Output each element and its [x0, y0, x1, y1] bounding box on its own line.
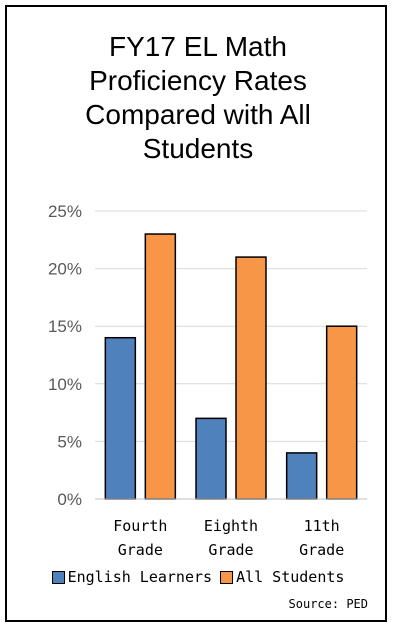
- title-line-3: Compared with All: [85, 99, 311, 130]
- chart-title: FY17 EL Math Proficiency Rates Compared …: [7, 30, 389, 166]
- bar: [325, 325, 358, 500]
- title-line-4: Students: [142, 133, 254, 164]
- title-line-2: Proficiency Rates: [89, 65, 307, 96]
- y-tick-label: 25%: [48, 202, 82, 221]
- legend-swatch-all-students: [220, 570, 234, 584]
- bar: [235, 256, 267, 500]
- y-tick-label: 0%: [57, 490, 82, 509]
- chart-legend: English Learners All Students: [0, 568, 396, 586]
- bar: [144, 233, 177, 500]
- y-tick-label: 5%: [57, 432, 82, 451]
- x-tick-label: Eighth: [204, 517, 258, 535]
- x-tick-label: Grade: [118, 541, 163, 559]
- bar: [104, 336, 137, 500]
- bar: [285, 452, 318, 500]
- title-line-1: FY17 EL Math: [109, 31, 287, 62]
- x-tick-label: Fourth: [113, 517, 167, 535]
- legend-label-english-learners: English Learners: [67, 568, 213, 586]
- y-tick-label: 10%: [48, 375, 82, 394]
- legend-swatch-english-learners: [51, 570, 65, 584]
- x-tick-label: Grade: [299, 541, 344, 559]
- source-note: Source: PED: [288, 597, 368, 611]
- legend-item-english-learners: English Learners: [51, 568, 213, 586]
- legend-item-all-students: All Students: [220, 568, 344, 586]
- y-tick-label: 15%: [48, 317, 82, 336]
- y-tick-label: 20%: [48, 260, 82, 279]
- chart-frame: [5, 5, 387, 622]
- x-tick-label: Grade: [208, 541, 253, 559]
- x-tick-label: 11th: [304, 517, 340, 535]
- bar: [195, 417, 227, 500]
- legend-label-all-students: All Students: [236, 568, 345, 586]
